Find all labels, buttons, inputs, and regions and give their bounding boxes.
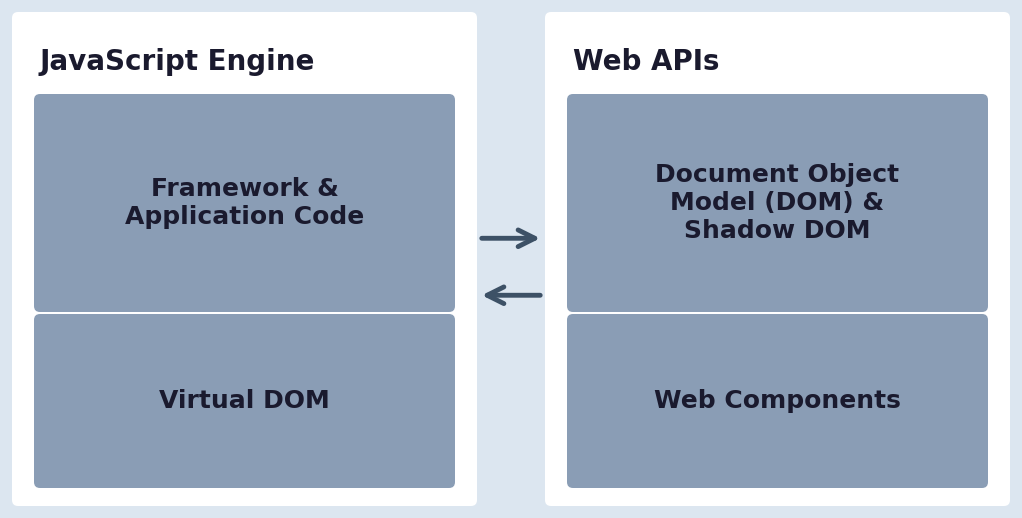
Text: Web APIs: Web APIs [573, 48, 719, 76]
Text: Framework &
Application Code: Framework & Application Code [125, 177, 364, 229]
Text: Virtual DOM: Virtual DOM [159, 389, 330, 413]
FancyBboxPatch shape [567, 314, 988, 488]
FancyBboxPatch shape [12, 12, 477, 506]
Text: JavaScript Engine: JavaScript Engine [40, 48, 316, 76]
FancyBboxPatch shape [567, 94, 988, 312]
Text: Document Object
Model (DOM) &
Shadow DOM: Document Object Model (DOM) & Shadow DOM [655, 163, 899, 243]
Text: Web Components: Web Components [654, 389, 901, 413]
FancyBboxPatch shape [34, 314, 455, 488]
FancyBboxPatch shape [34, 94, 455, 312]
FancyBboxPatch shape [545, 12, 1010, 506]
